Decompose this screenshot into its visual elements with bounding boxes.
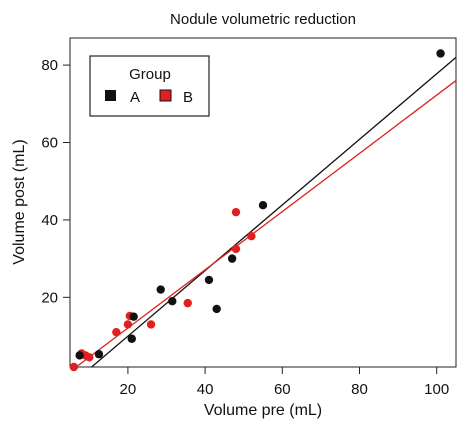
x-tick-label: 80 [351,381,368,398]
point-b [112,327,121,337]
point-a [75,351,84,360]
x-tick-label: 100 [424,381,449,398]
point-a [436,49,445,58]
y-axis-label: Volume post (mL) [11,139,28,264]
point-b [146,320,156,329]
point-b [123,320,133,329]
x-tick-label: 40 [197,381,214,398]
point-a [168,297,177,306]
data-points [69,49,445,372]
x-tick-label: 60 [274,381,291,398]
plot-area [69,37,457,368]
fit-lines [75,56,457,368]
point-a [94,350,104,359]
y-tick-label: 80 [41,57,58,74]
point-a [127,334,136,343]
legend-label-b: B [183,89,193,106]
fit-line-b [75,80,457,368]
legend-title: Group [129,66,171,83]
point-a [258,201,268,210]
point-b [85,353,94,362]
chart-title: Nodule volumetric reduction [170,11,356,28]
legend-box [89,55,210,117]
y-tick-label: 20 [41,289,58,306]
x-tick-label: 20 [120,381,137,398]
legend-swatch-a [105,90,116,101]
point-a [227,254,237,263]
axis-ticks: 20 40 60 80 100 20 40 60 80 [41,57,449,398]
x-axis-label: Volume pre (mL) [204,402,322,419]
point-a [204,275,214,285]
y-tick-label: 60 [41,135,58,152]
legend-label-a: A [130,89,140,106]
point-a [212,304,221,314]
fit-line-a [91,56,457,368]
point-b [69,362,79,372]
point-b [247,231,256,241]
legend-swatch-b [159,89,172,102]
y-tick-label: 40 [41,212,58,229]
point-b [231,244,241,254]
point-b [183,298,192,308]
point-a [129,312,138,321]
legend: Group A B [89,55,210,117]
point-a [156,285,165,294]
point-b [231,207,241,217]
